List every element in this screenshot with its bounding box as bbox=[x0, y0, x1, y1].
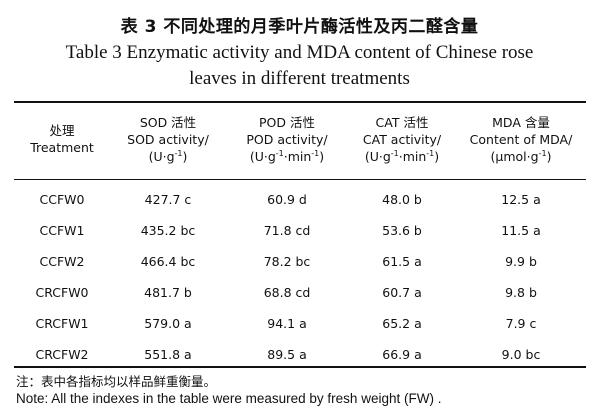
table-title-english: Table 3 Enzymatic activity and MDA conte… bbox=[20, 40, 579, 92]
cell-treatment: CRCFW1 bbox=[35, 316, 89, 331]
table-row: CCFW2 466.4 bc 78.2 bc 61.5 a 9.9 b bbox=[14, 246, 586, 277]
table-title-chinese: 表 3 不同处理的月季叶片酶活性及丙二醛含量 bbox=[120, 17, 479, 37]
cell-pod: 71.8 cd bbox=[263, 223, 311, 238]
table-row: CRCFW2 551.8 a 89.5 a 66.9 a 9.0 bc bbox=[14, 339, 586, 370]
header-sod: SOD 活性 SOD activity/ (U·g-1) bbox=[110, 105, 226, 176]
header-cat: CAT 活性 CAT activity/ (U·g-1·min-1) bbox=[348, 105, 456, 176]
header-mda-unit: (μmol·g-1) bbox=[490, 148, 552, 164]
header-pod-unit: (U·g-1·min-1) bbox=[249, 148, 325, 164]
header-pod: POD 活性 POD activity/ (U·g-1·min-1) bbox=[226, 105, 348, 176]
cell-mda: 12.5 a bbox=[501, 192, 541, 207]
header-mda: MDA 含量 Content of MDA/ (μmol·g-1) bbox=[456, 105, 586, 176]
header-treatment: 处理 Treatment bbox=[30, 123, 94, 155]
cell-treatment: CRCFW2 bbox=[35, 347, 89, 362]
table-bottom-rule bbox=[14, 366, 586, 368]
cell-treatment: CRCFW0 bbox=[35, 285, 89, 300]
header-cat-unit: (U·g-1·min-1) bbox=[364, 148, 440, 164]
cell-mda: 11.5 a bbox=[501, 223, 541, 238]
table-title-english-line-1: Table 3 Enzymatic activity and MDA conte… bbox=[65, 42, 534, 63]
cell-cat: 66.9 a bbox=[382, 347, 422, 362]
table-header-rule bbox=[14, 179, 586, 180]
cell-sod: 427.7 c bbox=[144, 192, 192, 207]
cell-sod: 579.0 a bbox=[144, 316, 192, 331]
table-note-english: Note: All the indexes in the table were … bbox=[16, 391, 442, 406]
table-row: CCFW1 435.2 bc 71.8 cd 53.6 b 11.5 a bbox=[14, 215, 586, 246]
cell-pod: 78.2 bc bbox=[263, 254, 311, 269]
table-row: CRCFW0 481.7 b 68.8 cd 60.7 a 9.8 b bbox=[14, 277, 586, 308]
table-row: CCFW0 427.7 c 60.9 d 48.0 b 12.5 a bbox=[14, 184, 586, 215]
cell-pod: 60.9 d bbox=[267, 192, 307, 207]
cell-mda: 9.0 bc bbox=[501, 347, 541, 362]
cell-pod: 68.8 cd bbox=[263, 285, 311, 300]
cell-cat: 61.5 a bbox=[382, 254, 422, 269]
enzyme-activity-table: 处理 Treatment SOD 活性 SOD activity/ (U·g-1… bbox=[14, 105, 586, 370]
cell-sod: 481.7 b bbox=[144, 285, 192, 300]
cell-pod: 89.5 a bbox=[267, 347, 307, 362]
table-row: CRCFW1 579.0 a 94.1 a 65.2 a 7.9 c bbox=[14, 308, 586, 339]
cell-mda: 9.8 b bbox=[505, 285, 537, 300]
cell-treatment: CCFW1 bbox=[39, 223, 85, 238]
cell-cat: 53.6 b bbox=[382, 223, 422, 238]
cell-pod: 94.1 a bbox=[267, 316, 307, 331]
cell-mda: 7.9 c bbox=[505, 316, 537, 331]
table-note-chinese: 注：表中各指标均以样品鲜重衡量。 bbox=[16, 374, 217, 389]
cell-cat: 60.7 a bbox=[382, 285, 422, 300]
cell-sod: 466.4 bc bbox=[140, 254, 196, 269]
cell-sod: 435.2 bc bbox=[140, 223, 196, 238]
cell-mda: 9.9 b bbox=[505, 254, 537, 269]
header-sod-unit: (U·g-1) bbox=[148, 148, 188, 164]
cell-treatment: CCFW0 bbox=[39, 192, 85, 207]
table-header-row: 处理 Treatment SOD 活性 SOD activity/ (U·g-1… bbox=[14, 105, 586, 176]
cell-cat: 48.0 b bbox=[382, 192, 422, 207]
table-title-english-line-2: leaves in different treatments bbox=[189, 68, 410, 89]
table-top-rule bbox=[14, 101, 586, 103]
cell-treatment: CCFW2 bbox=[39, 254, 85, 269]
cell-sod: 551.8 a bbox=[144, 347, 192, 362]
cell-cat: 65.2 a bbox=[382, 316, 422, 331]
